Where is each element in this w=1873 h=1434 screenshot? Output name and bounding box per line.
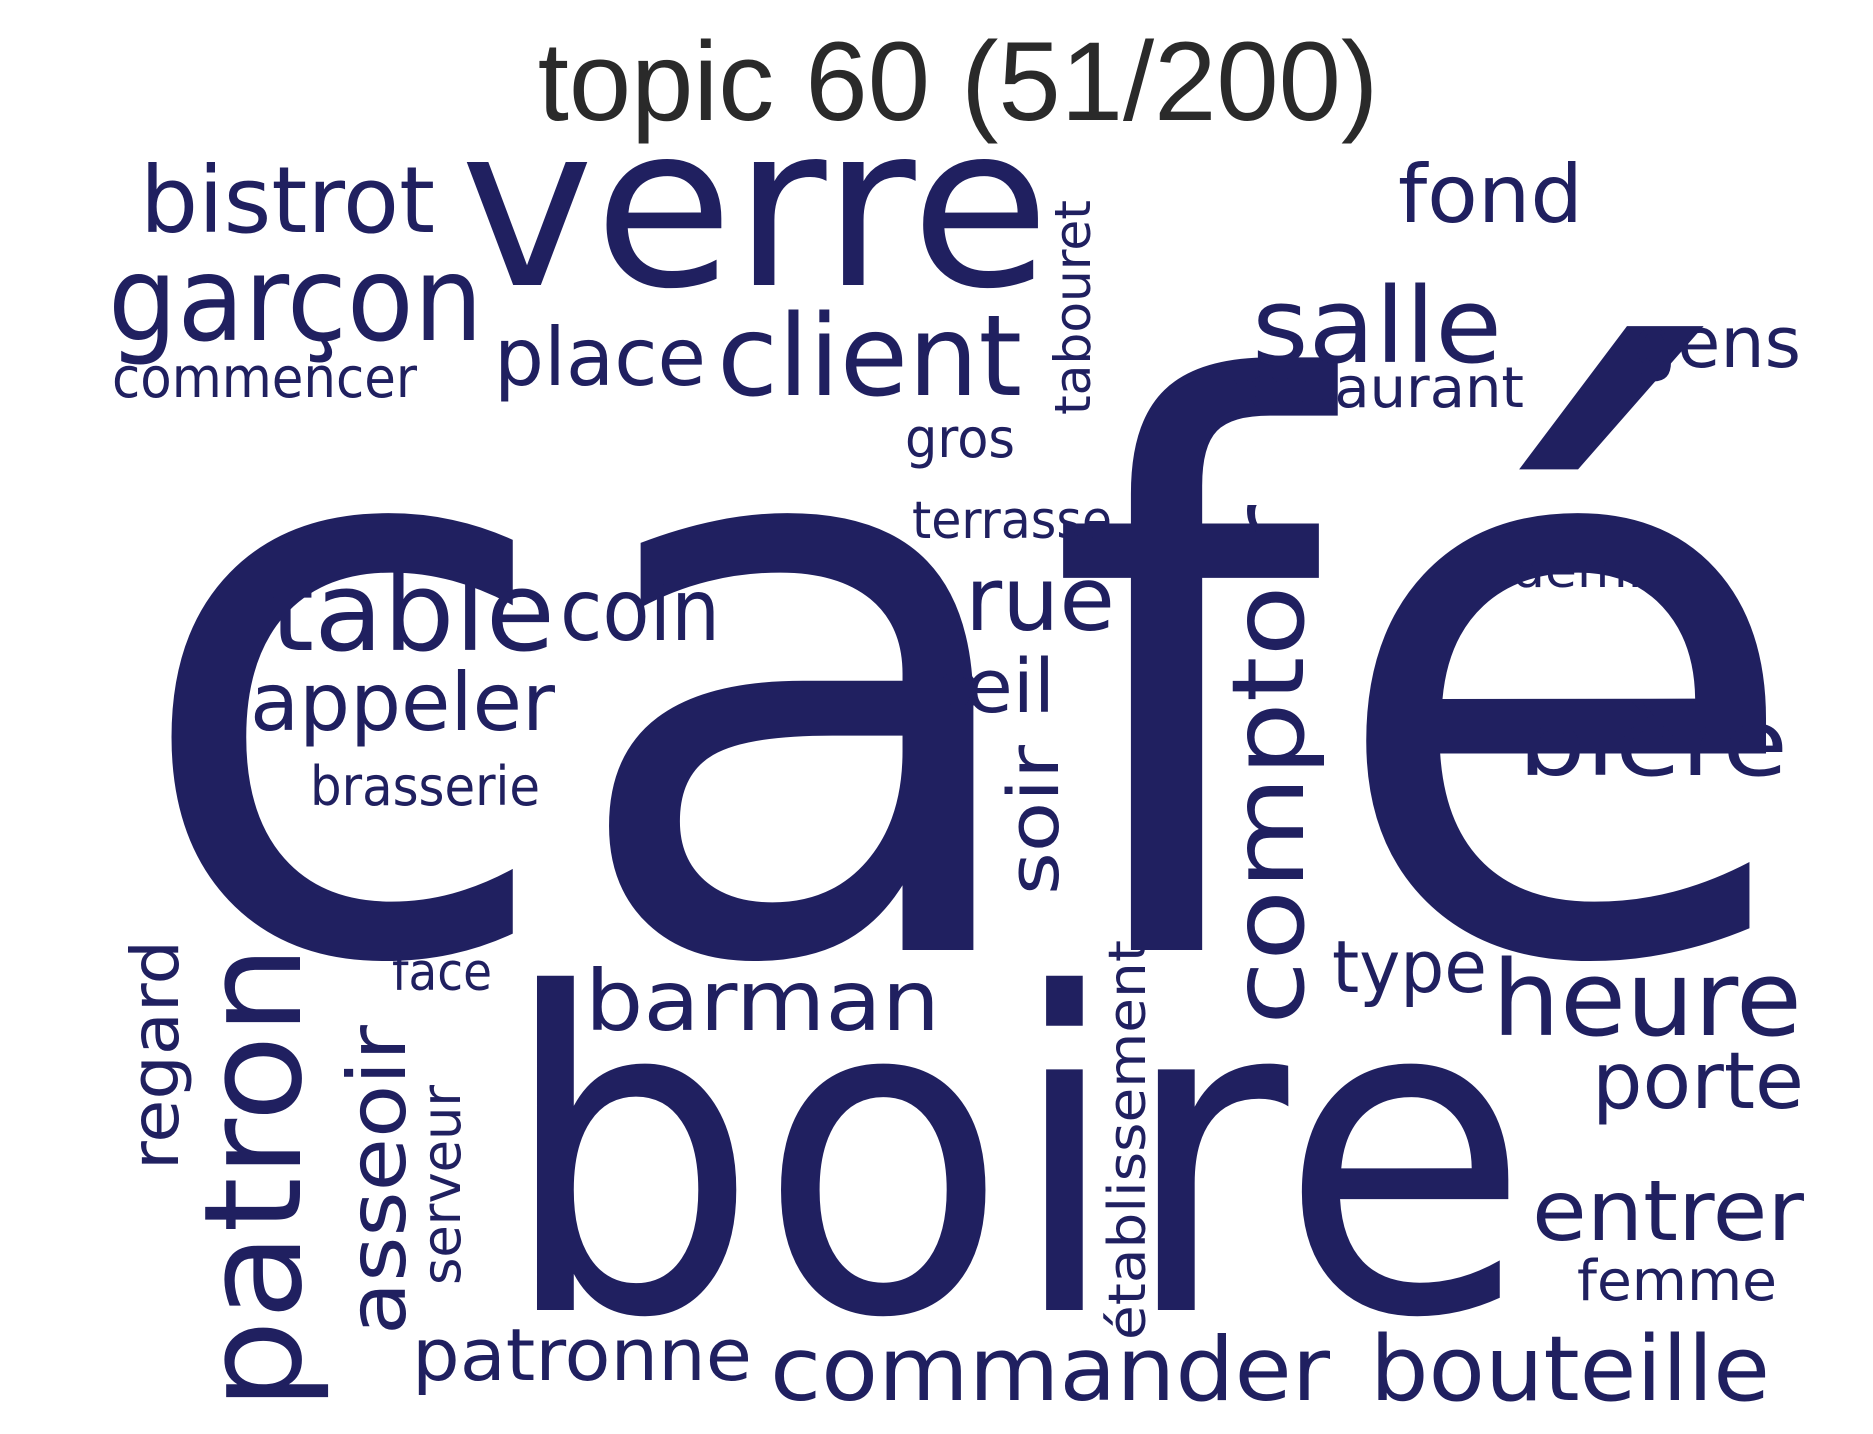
word-barman: barman — [585, 952, 940, 1050]
word-client: client — [717, 292, 1022, 422]
word-patronne: patronne — [412, 1313, 752, 1397]
word-comptoir: comptoir — [1210, 504, 1327, 1025]
word-verre: verre — [460, 77, 1050, 339]
word-serveur: serveur — [410, 1084, 473, 1285]
word-heure: heure — [1492, 938, 1802, 1060]
word-bouteille: bouteille — [1370, 1317, 1770, 1422]
word-porte: porte — [1592, 1037, 1804, 1127]
word-rue: rue — [965, 548, 1115, 651]
word-asseoir: asseoir — [331, 1025, 424, 1335]
word-garcon: garçon — [108, 230, 483, 368]
word-coin: coin — [560, 561, 720, 661]
word-demi: demi — [1512, 543, 1642, 599]
word-bistrot: bistrot — [140, 147, 435, 254]
word-entrer: entrer — [1532, 1162, 1804, 1260]
word-regard: regard — [117, 940, 194, 1170]
word-oeil: œil — [935, 644, 1055, 730]
word-fond: fond — [1398, 148, 1583, 241]
word-face: face — [392, 943, 492, 1003]
word-gros: gros — [905, 407, 1015, 470]
word-soir: soir — [993, 745, 1075, 895]
word-terrasse: terrasse — [912, 491, 1112, 551]
word-cafe: café — [128, 226, 1808, 1134]
word-femme: femme — [1577, 1249, 1777, 1314]
word-biere: bière — [1518, 690, 1788, 797]
word-salle: salle — [1252, 265, 1502, 387]
word-place: place — [494, 311, 706, 404]
word-patron: patron — [175, 945, 332, 1410]
word-etablissement: établissement — [1098, 940, 1158, 1340]
word-gens: gens — [1633, 302, 1801, 384]
chart-title: topic 60 (51/200) — [538, 19, 1379, 144]
word-brasserie: brasserie — [310, 755, 540, 818]
word-commander: commander — [770, 1318, 1331, 1421]
word-appeler: appeler — [250, 656, 555, 749]
word-boire: boire — [500, 902, 1530, 1414]
word-type: type — [1332, 925, 1487, 1009]
word-commencer: commencer — [112, 346, 418, 411]
word-tabouret: tabouret — [1044, 200, 1102, 415]
word-restaurant: restaurant — [1224, 356, 1524, 421]
word-table: table — [270, 548, 555, 676]
